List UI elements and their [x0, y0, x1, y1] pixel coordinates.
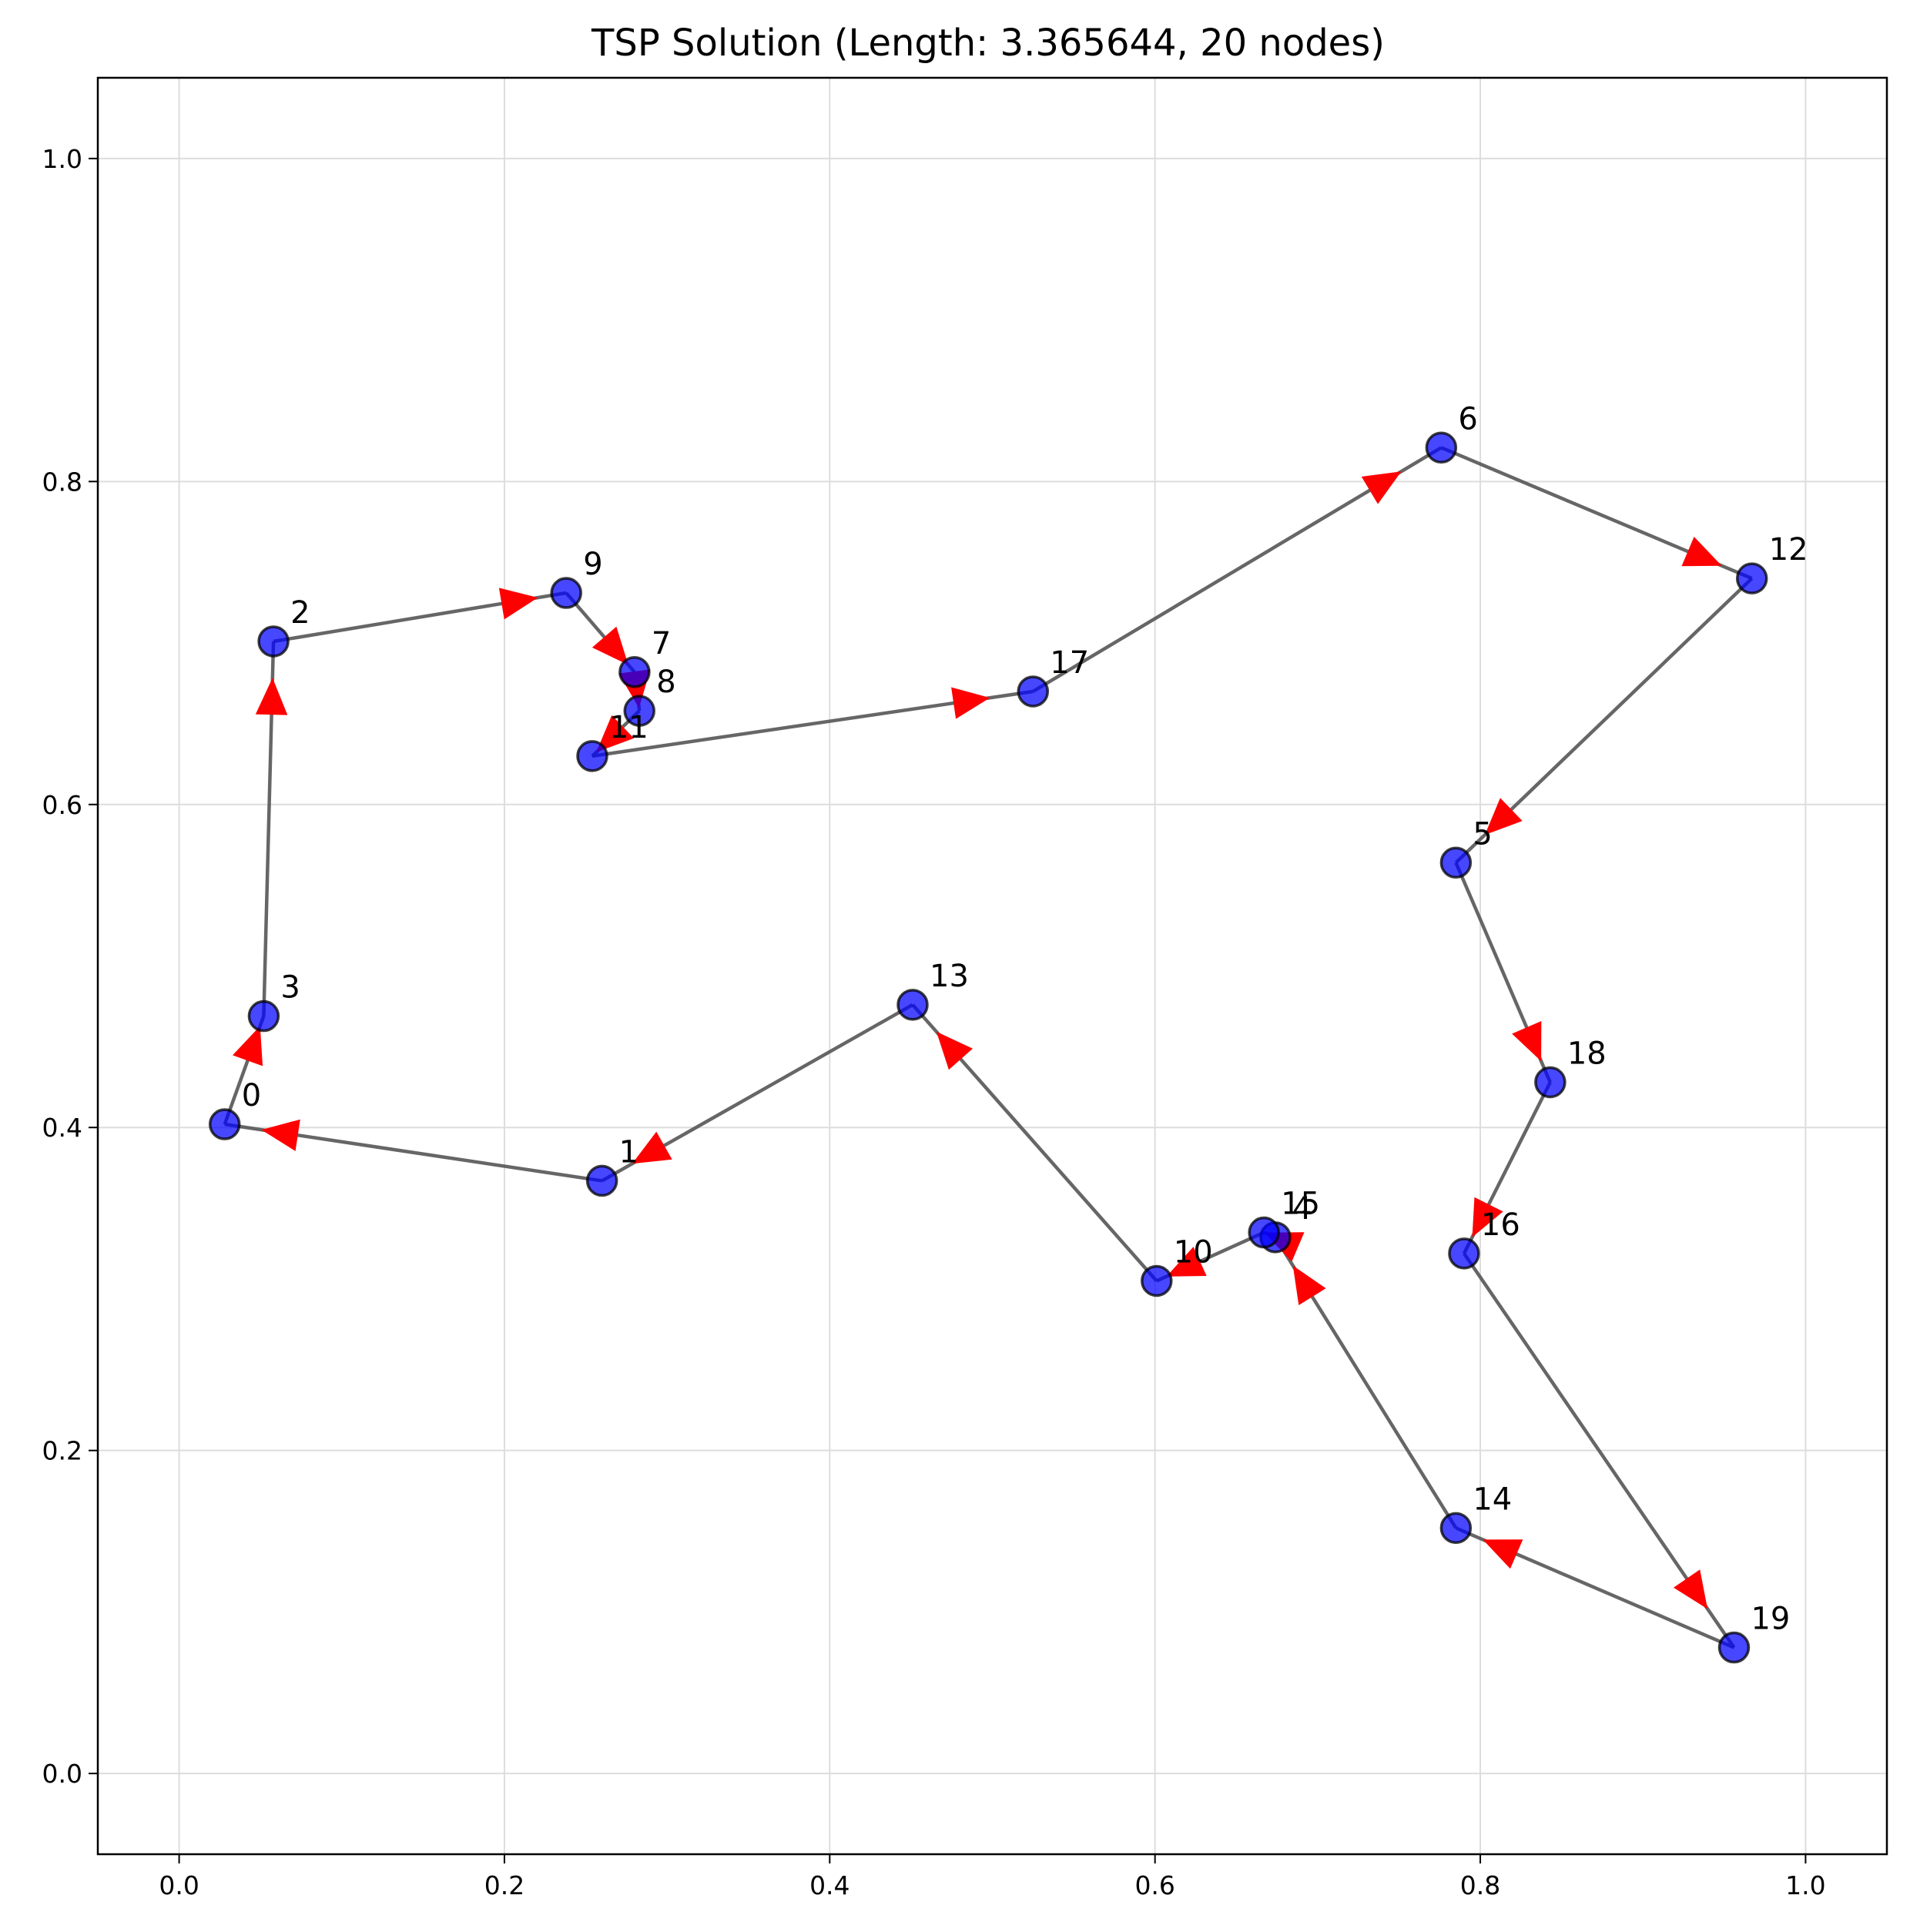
- tour-node-label: 13: [930, 959, 969, 994]
- y-tick-label: 0.2: [42, 1436, 82, 1466]
- tour-direction-arrow: [1483, 1539, 1523, 1569]
- y-tick-label: 0.6: [42, 790, 82, 820]
- tour-direction-arrow: [951, 687, 990, 719]
- tour-node-label: 15: [1281, 1187, 1320, 1222]
- tour-node-point: [247, 999, 280, 1033]
- tour-node-label: 18: [1567, 1036, 1607, 1072]
- tour-node-label: 12: [1769, 532, 1808, 568]
- tour-node-point: [1448, 1237, 1480, 1270]
- tour-node-label: 9: [583, 547, 602, 582]
- tour-node-label: 5: [1473, 816, 1492, 852]
- tour-node-label: 6: [1458, 401, 1477, 437]
- tour-direction-arrow: [1512, 1021, 1542, 1062]
- tour-node-point: [550, 577, 582, 609]
- tour-direction-arrow: [255, 678, 288, 715]
- node-layer: [208, 431, 1768, 1664]
- tour-direction-arrow: [261, 1119, 300, 1151]
- tour-node-point: [896, 989, 929, 1021]
- tour-direction-arrow: [1484, 798, 1523, 835]
- tour-node-point: [585, 1164, 618, 1197]
- tour-direction-arrow: [1166, 1247, 1207, 1277]
- tour-node-label: 8: [656, 665, 675, 700]
- chart-title: TSP Solution (Length: 3.365644, 20 nodes…: [591, 22, 1385, 65]
- tour-node-label: 3: [280, 970, 300, 1006]
- grid-layer: [98, 78, 1887, 1854]
- tour-node-label: 10: [1174, 1234, 1213, 1270]
- tour-node-point: [1141, 1264, 1173, 1297]
- tour-direction-arrow: [596, 715, 635, 752]
- y-tick-label: 1.0: [42, 144, 82, 174]
- y-tick-label: 0.8: [42, 467, 82, 497]
- tour-node-point: [208, 1108, 241, 1140]
- x-tick-label: 0.4: [809, 1870, 849, 1900]
- tour-node-point: [1735, 562, 1768, 594]
- tour-node-point: [1439, 846, 1473, 879]
- tour-node-point: [623, 695, 655, 727]
- tour-direction-arrow: [1681, 537, 1722, 567]
- x-tick-label: 0.2: [484, 1870, 524, 1900]
- x-tick-label: 0.8: [1460, 1870, 1500, 1900]
- plot-frame: [96, 76, 1888, 1856]
- tour-node-label: 11: [609, 710, 648, 745]
- tour-direction-arrow: [1673, 1569, 1708, 1609]
- y-tick-label: 0.4: [42, 1113, 82, 1143]
- x-tick-label: 1.0: [1785, 1870, 1825, 1900]
- tour-node-point: [576, 740, 608, 772]
- y-tick-label: 0.0: [42, 1759, 82, 1789]
- tour-node-label: 7: [652, 626, 671, 661]
- tour-node-point: [1717, 1631, 1751, 1664]
- tick-layer: 0.0 0.2 0.4 0.6 0.8 1.0 0.0 0.2 0.4 0.6 0.8 1.0: [42, 144, 1826, 1900]
- tour-node-label: 14: [1473, 1482, 1512, 1517]
- x-tick-label: 0.6: [1134, 1870, 1174, 1900]
- tour-direction-arrow: [233, 1026, 263, 1066]
- tour-node-point: [1534, 1066, 1567, 1099]
- tour-node-point: [1439, 1512, 1473, 1545]
- tour-node-label: 0: [242, 1078, 261, 1113]
- arrow-layer: [233, 471, 1722, 1609]
- tour-direction-arrow: [1292, 1265, 1326, 1306]
- tour-node-label: 19: [1751, 1602, 1790, 1637]
- tour-node-label: 16: [1481, 1207, 1520, 1243]
- tour-node-label: 17: [1050, 645, 1089, 681]
- tour-node-point: [1017, 675, 1050, 708]
- tour-node-label: 1: [619, 1134, 638, 1170]
- tour-direction-arrow: [632, 1131, 672, 1164]
- tour-direction-arrow: [591, 626, 628, 665]
- tour-direction-arrow: [1361, 471, 1402, 504]
- tour-direction-arrow: [498, 588, 538, 620]
- x-tick-label: 0.0: [159, 1870, 199, 1900]
- tour-node-point: [618, 656, 651, 688]
- tour-node-label: 4: [1292, 1191, 1312, 1227]
- tour-node-point: [257, 625, 290, 658]
- tour-node-point: [1425, 431, 1458, 464]
- tour-direction-arrow: [1472, 1197, 1503, 1237]
- tour-node-point: [1248, 1216, 1280, 1249]
- tour-node-label: 2: [290, 595, 310, 631]
- tour-direction-arrow: [936, 1031, 973, 1070]
